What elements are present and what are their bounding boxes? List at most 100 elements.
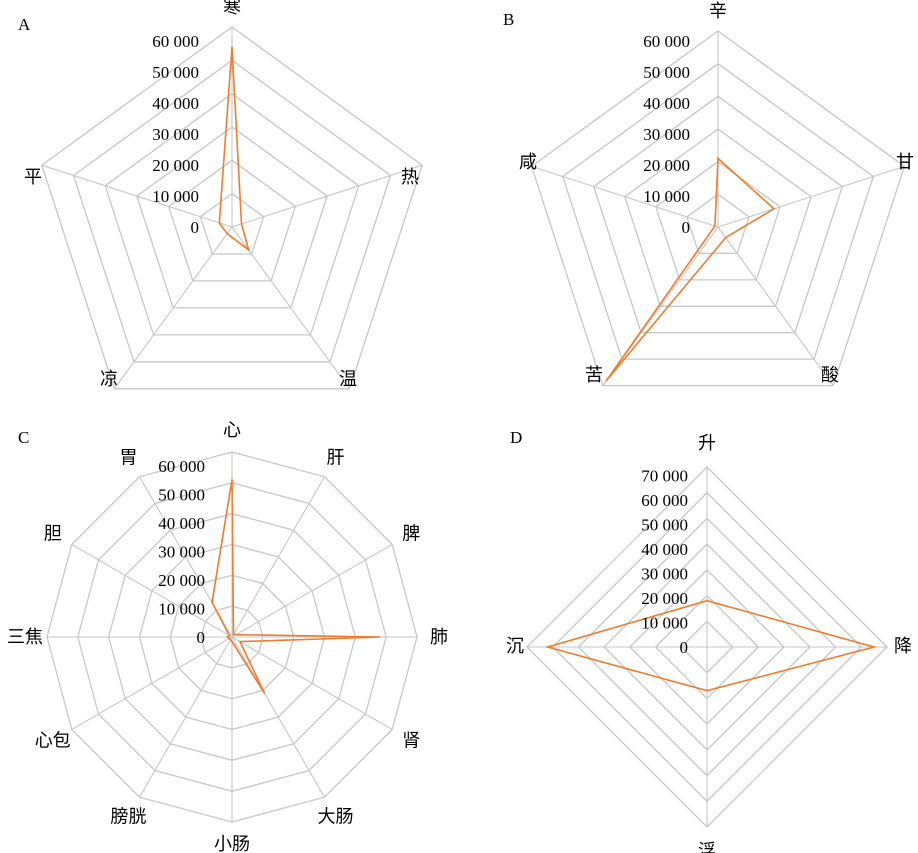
category-label: 小肠: [214, 834, 250, 853]
tick-label: 10 000: [643, 187, 690, 206]
category-label: 辛: [709, 1, 727, 22]
tick-label: 60 000: [158, 457, 205, 476]
data-point: [605, 379, 608, 382]
category-label: 三焦: [7, 627, 43, 648]
grid-ring: [167, 159, 297, 282]
category-label: 脾: [402, 524, 420, 545]
data-point: [773, 208, 775, 210]
data-point: [873, 646, 875, 648]
axis-spoke: [231, 226, 351, 390]
data-point: [706, 599, 708, 602]
data-point: [232, 633, 235, 636]
axis-spoke: [231, 544, 393, 638]
tick-label: 50 000: [641, 516, 688, 535]
grid-ring: [655, 160, 781, 281]
data-point: [231, 46, 233, 48]
data-point: [546, 646, 549, 648]
panel-letter: B: [503, 10, 514, 29]
category-label: 胆: [44, 524, 62, 545]
data-series-line: [605, 156, 776, 381]
axis-spoke: [531, 165, 719, 228]
tick-label: 30 000: [158, 543, 205, 562]
tick-label: 0: [197, 628, 206, 647]
axis-spoke: [71, 544, 233, 638]
tick-label: 20 000: [158, 571, 205, 590]
category-label: 温: [339, 369, 357, 390]
radar-panel-d: D 70 000 60 000 50 000 40 000 30 000 20 000 10 …: [506, 428, 912, 853]
axis-spoke: [139, 636, 233, 798]
panel-letter: C: [18, 428, 29, 447]
tick-label: 20 000: [641, 589, 688, 608]
data-point: [239, 640, 241, 643]
category-label: 胃: [120, 448, 138, 469]
axis-spoke: [231, 636, 325, 798]
tick-label: 40 000: [643, 94, 690, 113]
category-label: 甘: [896, 152, 914, 173]
axis-spoke: [71, 636, 233, 730]
tick-label: 30 000: [643, 125, 690, 144]
axis-spoke: [113, 226, 233, 390]
tick-label: 20 000: [152, 156, 199, 175]
tick-label: 40 000: [641, 540, 688, 559]
data-point: [240, 223, 243, 225]
category-label: 苦: [585, 365, 603, 386]
tick-label: 30 000: [641, 565, 688, 584]
panel-letter: A: [18, 15, 31, 34]
tick-label: 70 000: [641, 467, 688, 486]
data-point: [714, 225, 716, 227]
axis-spoke: [231, 164, 423, 228]
tick-label: 10 000: [641, 614, 688, 633]
tick-label: 40 000: [158, 514, 205, 533]
data-point: [226, 636, 229, 638]
data-point: [247, 249, 250, 251]
tick-label: 50 000: [158, 486, 205, 505]
axis-spoke: [717, 226, 834, 386]
tick-label: 20 000: [643, 156, 690, 175]
axis-spoke: [231, 476, 325, 638]
data-point: [228, 637, 231, 640]
tick-label: 0: [682, 218, 691, 237]
data-point: [717, 157, 719, 160]
radar-panel-a: A 60 000 50 000 40 000 30 000 20 000 10 000 0 寒热…: [18, 0, 423, 390]
data-series-line: [544, 599, 878, 692]
grid-ring: [41, 26, 423, 390]
category-label: 热: [401, 167, 419, 188]
category-label: 寒: [223, 0, 241, 18]
radar-panel-c: C 60 000 50 000 40 000 30 000 20 000 10 000 0 心肝…: [7, 420, 448, 853]
category-label: 浮: [698, 841, 716, 853]
data-point: [379, 636, 381, 638]
category-label: 凉: [100, 369, 118, 390]
data-point: [706, 689, 708, 692]
grid-ring: [104, 92, 360, 336]
tick-label: 50 000: [152, 63, 199, 82]
data-point: [724, 236, 727, 239]
category-label: 肾: [402, 731, 420, 752]
grid-ring: [592, 95, 844, 334]
data-point: [218, 222, 221, 224]
data-point: [235, 633, 237, 636]
radar-panel-b: B 60 000 50 000 40 000 30 000 20 000 10 000 0 辛甘…: [503, 1, 914, 387]
category-label: 肺: [430, 627, 448, 648]
data-series-line: [218, 46, 251, 252]
category-label: 酸: [821, 365, 839, 386]
category-label: 降: [894, 636, 912, 657]
grid-ring: [199, 192, 265, 255]
category-label: 咸: [519, 152, 537, 173]
tick-label: 40 000: [152, 94, 199, 113]
category-label: 心: [223, 420, 241, 441]
category-label: 升: [698, 433, 716, 454]
tick-label: 60 000: [643, 32, 690, 51]
data-point: [231, 479, 233, 481]
data-point: [263, 692, 266, 694]
data-point: [211, 601, 213, 604]
category-label: 大肠: [318, 806, 354, 827]
grid-ring: [624, 128, 812, 307]
category-label: 平: [24, 167, 42, 188]
data-point: [228, 634, 231, 637]
tick-label: 60 000: [641, 491, 688, 510]
tick-label: 10 000: [152, 187, 199, 206]
tick-label: 10 000: [158, 600, 205, 619]
tick-label: 0: [191, 218, 200, 237]
tick-label: 50 000: [643, 63, 690, 82]
